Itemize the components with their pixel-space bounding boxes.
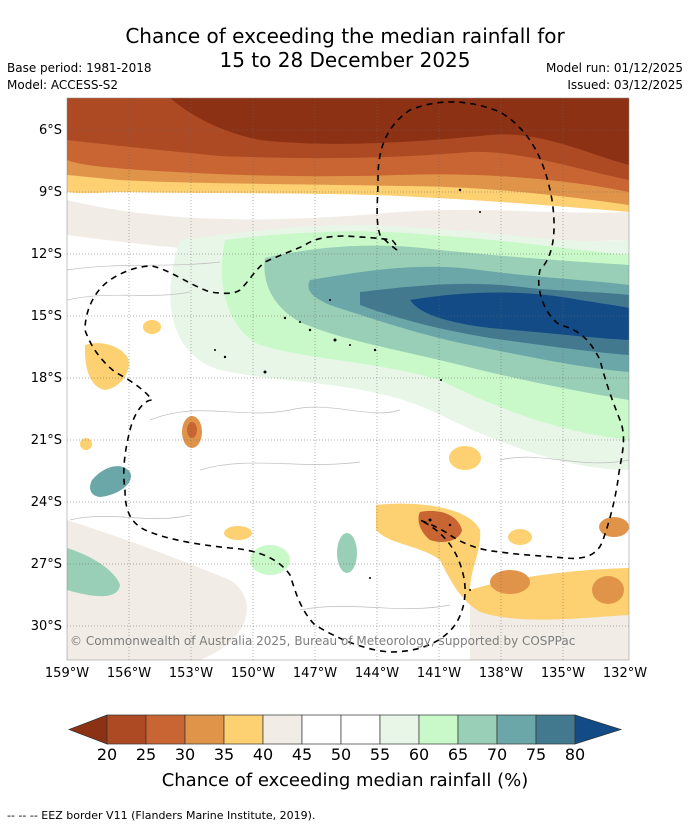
cbar-tick-55: 55 — [369, 745, 391, 764]
colorbar-segment — [496, 714, 537, 745]
colorbar-label: Chance of exceeding median rainfall (%) — [161, 770, 529, 791]
dry-patch-139w — [449, 446, 481, 470]
cbar-tick-25: 25 — [135, 745, 157, 764]
colorbar-segment — [340, 714, 381, 745]
model-run: Model run: 01/12/2025 — [545, 61, 683, 75]
colorbar-segments — [68, 714, 623, 745]
meta-right: Model run: 01/12/2025 Issued: 03/12/2025 — [546, 60, 683, 94]
map-plot-area — [67, 98, 629, 660]
near-median-patch-southwest — [67, 520, 247, 660]
dry-patch-west — [84, 343, 129, 390]
wet-patch-south — [337, 533, 357, 573]
colorbar-extend-high — [574, 714, 623, 745]
cbar-tick-70: 70 — [486, 745, 508, 764]
lon-label-150w: 150°W — [230, 666, 276, 681]
meta-left: Base period: 1981-2018 Model: ACCESS-S2 — [7, 60, 152, 94]
wet-patch-south-light — [250, 545, 290, 575]
dry-patch-153w-core — [187, 422, 197, 438]
lat-label-9s: 9°S — [38, 185, 62, 200]
lon-label-141w: 141°W — [416, 666, 462, 681]
lon-label-144w: 144°W — [354, 666, 400, 681]
cbar-tick-40: 40 — [252, 745, 274, 764]
lat-label-18s: 18°S — [30, 371, 62, 386]
wet-core — [410, 292, 629, 340]
dry-patch-136w — [508, 529, 532, 545]
dry-core — [170, 98, 629, 165]
lat-label-24s: 24°S — [30, 495, 62, 510]
lon-label-138w: 138°W — [478, 666, 524, 681]
model-name: Model: ACCESS-S2 — [7, 78, 119, 92]
dry-patch-159w — [80, 438, 92, 450]
dry-patch-central — [224, 526, 252, 540]
lat-label-27s: 27°S — [30, 557, 62, 572]
cbar-tick-75: 75 — [525, 745, 547, 764]
cbar-tick-80: 80 — [564, 745, 586, 764]
colorbar-segment — [145, 714, 186, 745]
rainfall-map — [66, 97, 630, 661]
dry-patch-small — [143, 320, 161, 334]
colorbar-segment — [223, 714, 264, 745]
cbar-tick-60: 60 — [408, 745, 430, 764]
colorbar-segment — [106, 714, 147, 745]
cbar-tick-65: 65 — [447, 745, 469, 764]
wet-patch-west — [90, 466, 131, 497]
issued-date: Issued: 03/12/2025 — [567, 78, 683, 92]
lon-label-135w: 135°W — [540, 666, 586, 681]
lon-label-132w: 132°W — [602, 666, 648, 681]
colorbar-segment — [184, 714, 225, 745]
colorbar-segment — [262, 714, 303, 745]
colorbar-segment — [535, 714, 576, 745]
colorbar-segment — [418, 714, 459, 745]
cbar-tick-30: 30 — [174, 745, 196, 764]
cbar-tick-35: 35 — [213, 745, 235, 764]
cbar-tick-20: 20 — [96, 745, 118, 764]
wet-patch-southwest — [67, 548, 120, 597]
lat-label-6s: 6°S — [38, 123, 62, 138]
colorbar-segment — [379, 714, 420, 745]
lon-label-156w: 156°W — [106, 666, 152, 681]
eez-border — [84, 101, 625, 653]
title-line-1: Chance of exceeding the median rainfall … — [125, 24, 565, 48]
colorbar-extend-low — [68, 714, 108, 745]
eez-legend-note: -- -- -- EEZ border V11 (Flanders Marine… — [7, 809, 316, 822]
copyright-notice: © Commonwealth of Australia 2025, Bureau… — [70, 634, 576, 648]
graticule — [67, 98, 629, 660]
lon-label-159w: 159°W — [44, 666, 90, 681]
dry-patch-133w — [592, 576, 624, 604]
dry-patch-132w — [599, 517, 629, 537]
title-line-2: 15 to 28 December 2025 — [219, 48, 471, 72]
lon-label-153w: 153°W — [168, 666, 214, 681]
map-title: Chance of exceeding the median rainfall … — [0, 24, 690, 72]
colorbar-segment — [457, 714, 498, 745]
colorbar-segment — [301, 714, 342, 745]
cbar-tick-45: 45 — [291, 745, 313, 764]
lat-label-21s: 21°S — [30, 433, 62, 448]
base-period: Base period: 1981-2018 — [7, 61, 152, 75]
lat-label-15s: 15°S — [30, 309, 62, 324]
islands — [214, 188, 481, 591]
dry-patch-138w — [490, 570, 530, 594]
cbar-tick-50: 50 — [330, 745, 352, 764]
lon-label-147w: 147°W — [292, 666, 338, 681]
lat-label-30s: 30°S — [30, 619, 62, 634]
map-frame — [66, 97, 630, 661]
contour-lines — [67, 261, 629, 611]
lat-label-12s: 12°S — [30, 247, 62, 262]
